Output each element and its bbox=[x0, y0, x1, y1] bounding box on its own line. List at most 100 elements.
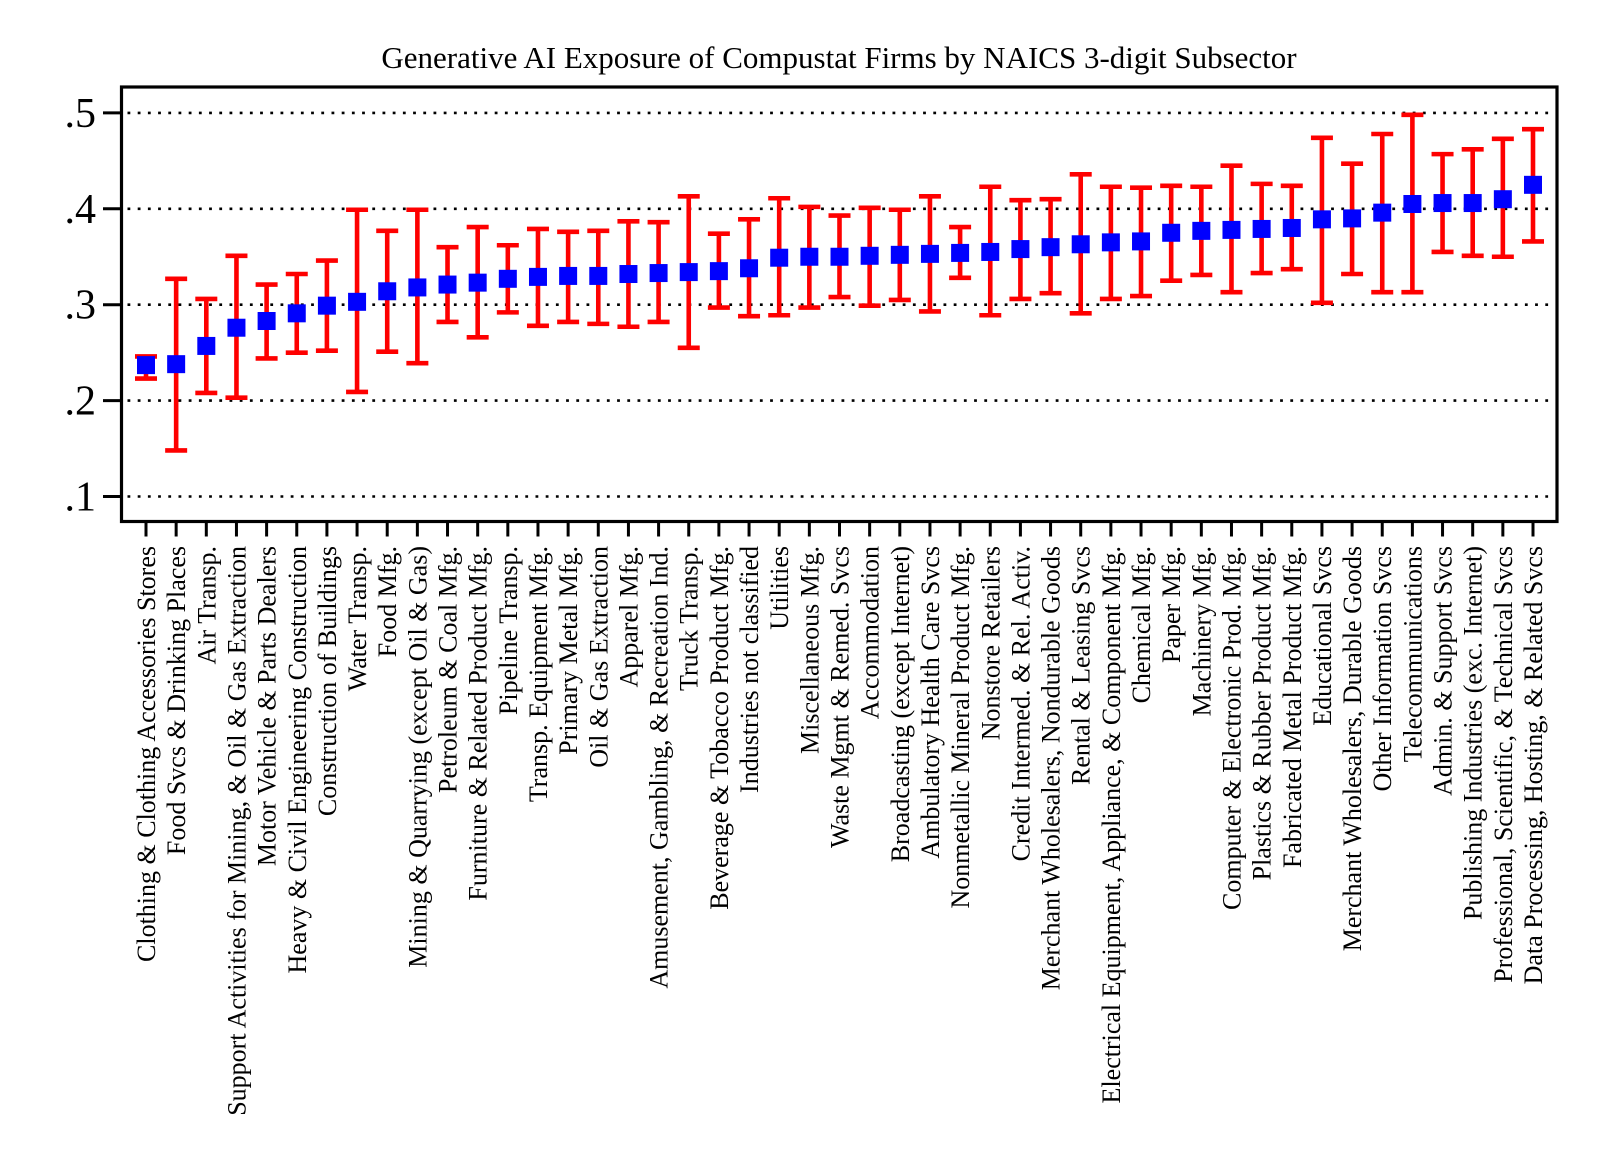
x-axis-label: Utilities bbox=[765, 546, 794, 630]
point-estimate-marker bbox=[1433, 194, 1452, 213]
x-axis-label: Petroleum & Coal Mfg. bbox=[434, 546, 463, 793]
point-estimate-marker bbox=[619, 265, 638, 284]
x-axis-label: Other Information Svcs bbox=[1368, 546, 1397, 792]
point-estimate-marker bbox=[1403, 195, 1422, 214]
point-estimate-marker bbox=[559, 266, 578, 285]
x-axis-label: Merchant Wholesalers, Nondurable Goods bbox=[1037, 546, 1066, 990]
x-axis-label: Fabricated Metal Product Mfg. bbox=[1278, 546, 1307, 868]
x-axis-label: Industries not classified bbox=[735, 546, 764, 793]
point-estimate-marker bbox=[438, 275, 457, 294]
point-estimate-marker bbox=[378, 282, 397, 301]
x-axis-label: Merchant Wholesalers, Durable Goods bbox=[1338, 546, 1367, 951]
point-estimate-marker bbox=[709, 262, 728, 281]
point-estimate-marker bbox=[1162, 223, 1181, 242]
x-axis-label: Primary Metal Mfg. bbox=[554, 546, 583, 755]
point-estimate-marker bbox=[197, 336, 216, 355]
y-tick-label: .4 bbox=[65, 187, 97, 233]
x-axis-label: Electrical Equipment, Appliance, & Compo… bbox=[1097, 546, 1126, 1103]
x-axis-label: Truck Transp. bbox=[675, 546, 704, 691]
x-axis-label: Construction of Buildings bbox=[313, 546, 342, 816]
x-axis-label: Admin. & Support Svcs bbox=[1429, 546, 1458, 796]
point-estimate-marker bbox=[770, 248, 789, 267]
point-estimate-marker bbox=[257, 312, 276, 331]
point-estimate-marker bbox=[1192, 221, 1211, 240]
x-axis-label: Transp. Equipment Mfg. bbox=[524, 546, 553, 802]
x-axis-label: Nonstore Retailers bbox=[976, 546, 1005, 740]
point-estimate-marker bbox=[649, 264, 668, 283]
x-axis-label: Educational Svcs bbox=[1308, 546, 1337, 726]
x-axis-label: Air Transp. bbox=[192, 546, 221, 664]
point-estimate-marker bbox=[167, 355, 186, 374]
point-estimate-marker bbox=[1101, 233, 1120, 252]
y-tick-label: .2 bbox=[65, 379, 97, 425]
point-estimate-marker bbox=[981, 242, 1000, 261]
x-axis-label: Professional, Scientific, & Technical Sv… bbox=[1489, 546, 1518, 983]
x-axis-label: Pipeline Transp. bbox=[494, 546, 523, 715]
point-estimate-marker bbox=[800, 247, 819, 266]
point-estimate-marker bbox=[1252, 219, 1271, 238]
point-estimate-marker bbox=[589, 266, 608, 285]
x-axis-label: Clothing & Clothing Accessories Stores bbox=[132, 546, 161, 962]
chart-title: Generative AI Exposure of Compustat Firm… bbox=[381, 40, 1297, 75]
x-axis-label: Paper Mfg. bbox=[1157, 546, 1186, 663]
point-estimate-marker bbox=[1282, 218, 1301, 237]
point-estimate-marker bbox=[1312, 210, 1331, 229]
x-axis-label: Food Mfg. bbox=[373, 546, 402, 657]
point-estimate-marker bbox=[528, 267, 547, 286]
x-axis-label: Data Processing, Hosting, & Related Svcs bbox=[1519, 546, 1548, 984]
point-estimate-marker bbox=[498, 269, 517, 288]
x-axis-label: Miscellaneous Mfg. bbox=[795, 546, 824, 754]
point-estimate-marker bbox=[740, 259, 759, 278]
point-estimate-marker bbox=[1493, 190, 1512, 209]
x-axis-label: Accommodation bbox=[856, 546, 885, 719]
point-estimate-marker bbox=[1041, 238, 1060, 257]
x-axis-label: Oil & Gas Extraction bbox=[584, 546, 613, 768]
x-axis-label: Motor Vehicle & Parts Dealers bbox=[253, 546, 282, 866]
x-axis-label: Furniture & Related Product Mfg. bbox=[464, 546, 493, 901]
x-axis-label: Computer & Electronic Prod. Mfg. bbox=[1217, 546, 1246, 910]
x-axis-label: Heavy & Civil Engineering Construction bbox=[283, 546, 312, 974]
point-estimate-marker bbox=[1222, 220, 1241, 239]
x-axis-label: Beverage & Tobacco Product Mfg. bbox=[705, 546, 734, 910]
x-axis-label: Apparel Mfg. bbox=[614, 546, 643, 688]
point-estimate-marker bbox=[1463, 194, 1482, 213]
x-axis-label: Ambulatory Health Care Svcs bbox=[916, 546, 945, 859]
point-estimate-marker bbox=[137, 356, 155, 375]
x-axis-label: Nonmetallic Mineral Product Mfg. bbox=[946, 546, 975, 908]
x-axis-label: Plastics & Rubber Product Mfg. bbox=[1248, 546, 1277, 880]
point-estimate-marker bbox=[287, 304, 306, 323]
y-tick-label: .5 bbox=[65, 91, 97, 137]
x-axis-label: Rental & Leasing Svcs bbox=[1067, 546, 1096, 785]
point-estimate-marker bbox=[830, 247, 849, 266]
point-estimate-marker bbox=[1132, 232, 1151, 251]
point-estimate-marker bbox=[860, 246, 879, 265]
point-estimate-marker bbox=[468, 273, 487, 292]
x-axis-label: Publishing Industries (exc. Internet) bbox=[1459, 546, 1488, 920]
point-estimate-marker bbox=[1524, 175, 1542, 194]
point-estimate-marker bbox=[1373, 203, 1392, 222]
point-estimate-marker bbox=[317, 296, 336, 315]
x-axis-label: Mining & Quarrying (except Oil & Gas) bbox=[403, 546, 432, 968]
point-estimate-marker bbox=[951, 243, 970, 262]
x-axis-label: Amusement, Gambling, & Recreation Ind. bbox=[645, 546, 674, 989]
point-estimate-marker bbox=[890, 245, 909, 264]
y-tick-label: .3 bbox=[65, 283, 97, 329]
x-axis-label: Telecommunications bbox=[1398, 546, 1427, 762]
point-estimate-marker bbox=[348, 292, 367, 311]
point-estimate-marker bbox=[1011, 240, 1030, 259]
x-axis-label: Waste Mgmt & Remed. Svcs bbox=[826, 546, 855, 848]
x-axis-label: Credit Intermed. & Rel. Activ. bbox=[1006, 546, 1035, 861]
point-estimate-marker bbox=[679, 263, 698, 282]
x-axis-label: Food Svcs & Drinking Places bbox=[162, 546, 191, 855]
x-axis-label: Chemical Mfg. bbox=[1127, 546, 1156, 703]
point-estimate-marker bbox=[1343, 209, 1362, 228]
x-axis-label: Water Transp. bbox=[343, 546, 372, 691]
point-estimate-marker bbox=[920, 244, 939, 263]
x-axis-label: Support Activities for Mining, & Oil & G… bbox=[222, 546, 251, 1116]
x-axis-label: Broadcasting (except Internet) bbox=[886, 546, 915, 862]
point-estimate-marker bbox=[408, 278, 427, 297]
y-tick-label: .1 bbox=[65, 475, 97, 521]
point-estimate-marker bbox=[227, 318, 246, 337]
